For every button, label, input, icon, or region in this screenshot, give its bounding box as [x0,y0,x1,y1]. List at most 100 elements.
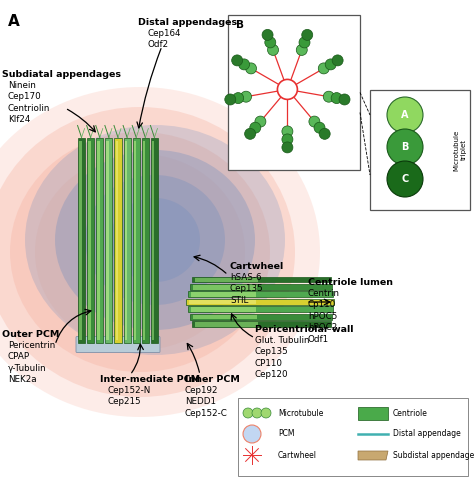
Circle shape [233,93,244,104]
Bar [188,306,333,312]
Circle shape [296,45,307,55]
Ellipse shape [0,87,320,417]
Text: Cep152-N
Cep215: Cep152-N Cep215 [108,386,151,407]
Bar [238,398,468,476]
Bar [79,141,82,339]
Circle shape [262,29,273,40]
Bar [96,137,103,343]
Circle shape [282,126,293,137]
Ellipse shape [0,107,295,397]
Text: B: B [401,142,409,152]
Circle shape [243,408,253,418]
Text: Outer PCM: Outer PCM [2,330,59,339]
Text: Inner PCM: Inner PCM [185,375,240,384]
Polygon shape [358,451,388,460]
Text: Cartwheel: Cartwheel [230,262,284,271]
Bar [192,321,331,327]
Bar [106,141,109,339]
Circle shape [299,37,310,48]
Circle shape [282,134,293,145]
Circle shape [232,55,243,66]
Bar [370,90,470,210]
Bar [191,307,256,312]
FancyBboxPatch shape [76,336,160,352]
Ellipse shape [85,175,225,305]
Bar [193,285,257,289]
Bar [193,315,257,319]
Text: Cep164
Odf2: Cep164 Odf2 [148,29,182,49]
Text: Subdiatal appendages: Subdiatal appendages [2,70,121,79]
Circle shape [319,128,330,139]
Bar [125,141,127,339]
Circle shape [255,116,266,127]
Circle shape [387,161,423,197]
Circle shape [314,122,325,133]
Text: A: A [8,14,20,29]
Circle shape [246,63,256,74]
Circle shape [238,59,250,70]
Bar [151,137,158,343]
Ellipse shape [25,125,285,355]
Bar [78,137,85,343]
Circle shape [261,408,271,418]
Text: Centriole: Centriole [393,408,428,418]
Ellipse shape [35,154,245,350]
Text: Ninein
Cep170
Centriolin
Klf24: Ninein Cep170 Centriolin Klf24 [8,81,50,124]
Circle shape [332,55,343,66]
Bar [88,141,91,339]
Circle shape [265,37,276,48]
Bar [195,322,257,327]
Text: Pericentrin
CPAP
γ-Tubulin
NEK2a: Pericentrin CPAP γ-Tubulin NEK2a [8,341,55,384]
Bar [134,141,136,339]
Text: PCM: PCM [278,430,294,439]
Bar [192,276,331,282]
Circle shape [277,79,297,99]
Circle shape [245,128,255,139]
Bar [188,291,333,297]
Circle shape [387,129,423,165]
Bar [97,141,100,339]
Bar [189,300,255,304]
Ellipse shape [10,132,270,372]
Text: Distal appendage: Distal appendage [393,430,461,439]
Circle shape [267,45,279,55]
Bar [116,141,118,339]
Circle shape [331,93,342,104]
Text: Microtubule
triplet: Microtubule triplet [454,130,466,170]
Bar [114,137,121,343]
Bar [105,137,112,343]
Text: A: A [401,110,409,120]
Bar [358,407,388,420]
Bar [152,141,155,339]
Circle shape [339,94,350,105]
Bar [191,292,256,297]
Text: Cartwheel: Cartwheel [278,451,317,459]
Circle shape [325,59,336,70]
Bar [186,299,334,305]
Text: C: C [401,174,409,184]
Text: Distal appendages: Distal appendages [138,18,237,27]
Bar [190,313,332,320]
Bar [195,277,257,282]
Text: Centriole lumen: Centriole lumen [308,278,393,287]
Bar [142,137,149,343]
Circle shape [225,94,236,105]
Text: Glut. Tubulin
Cep135
CP110
Cep120: Glut. Tubulin Cep135 CP110 Cep120 [255,336,310,379]
Circle shape [282,142,293,153]
Circle shape [323,91,334,102]
Text: Subdistal appendage: Subdistal appendage [393,451,474,459]
Text: Cep192
NEDD1
Cep152-C: Cep192 NEDD1 Cep152-C [185,386,228,418]
Circle shape [318,63,329,74]
Circle shape [243,425,261,443]
Bar [228,15,360,170]
Bar [190,284,332,290]
Text: Microtubule: Microtubule [278,408,323,418]
Circle shape [302,29,313,40]
Bar [87,137,94,343]
Circle shape [250,122,261,133]
Bar [143,141,146,339]
Circle shape [309,116,320,127]
Text: Inter-mediate PCM: Inter-mediate PCM [100,375,200,384]
Ellipse shape [110,198,200,282]
Bar [133,137,140,343]
